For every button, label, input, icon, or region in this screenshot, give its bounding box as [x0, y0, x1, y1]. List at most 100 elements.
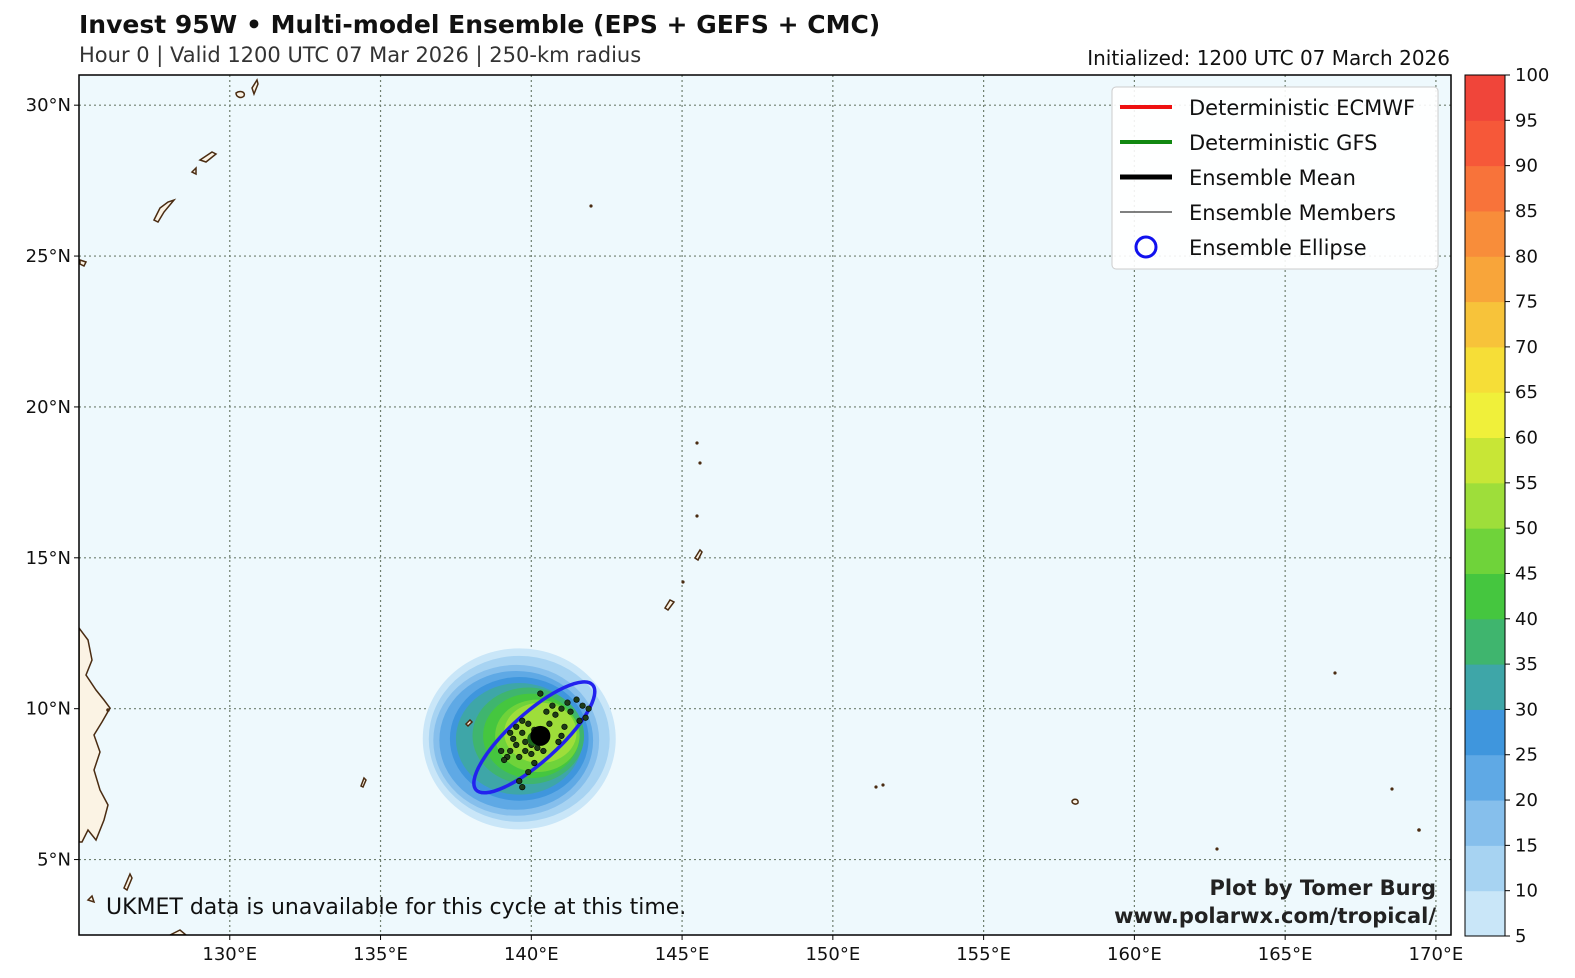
- colorbar-segment: [1465, 709, 1505, 756]
- legend-label: Deterministic GFS: [1189, 131, 1378, 155]
- initialized-label: Initialized: 1200 UTC 07 March 2026: [1087, 46, 1450, 70]
- island-taiwan-edge: [79, 258, 88, 268]
- ensemble-member-point: [561, 723, 568, 730]
- probability-contours: [422, 648, 616, 830]
- colorbar-segment: [1465, 664, 1505, 710]
- ensemble-member-point: [522, 738, 529, 745]
- colorbar-label: 95: [1515, 110, 1538, 131]
- island-halmahera-edge: [169, 929, 188, 935]
- ensemble-member-point: [576, 717, 583, 724]
- lat-tick-label: 30°N: [26, 95, 71, 116]
- colorbar-label: 85: [1515, 201, 1538, 222]
- colorbar-segment: [1465, 754, 1505, 801]
- legend-label: Ensemble Members: [1189, 201, 1396, 225]
- colorbar-segment: [1465, 301, 1505, 348]
- map-frame: [78, 74, 1452, 936]
- ensemble-member-point: [582, 714, 589, 721]
- ensemble-member-point: [525, 720, 532, 727]
- island-pohnpei: [1071, 798, 1079, 805]
- island-small-west: [86, 894, 96, 904]
- colorbar-label: 15: [1515, 835, 1538, 856]
- legend-swatch-4: [1134, 235, 1158, 259]
- ensemble-member-point: [525, 768, 532, 776]
- ensemble-member-point: [543, 708, 550, 715]
- ensemble-member-point: [585, 705, 592, 712]
- colorbar-label: 75: [1515, 292, 1538, 313]
- colorbar-segment: [1465, 890, 1505, 937]
- ensemble-ellipse: [472, 680, 597, 795]
- landmasses: [79, 78, 1421, 935]
- credit-author: Plot by Tomer Burg: [1210, 876, 1437, 900]
- lat-tick-label: 10°N: [26, 699, 71, 720]
- colorbar-label: 25: [1515, 745, 1538, 766]
- ensemble-member-point: [579, 702, 586, 709]
- island-ryukyu-b: [190, 166, 197, 176]
- colorbar-segment: [1465, 528, 1505, 574]
- colorbar-segment: [1465, 482, 1505, 529]
- colorbar-segment: [1465, 437, 1505, 484]
- ensemble-member-point: [555, 738, 562, 745]
- ensemble-member-point: [507, 747, 514, 755]
- legend-label: Ensemble Ellipse: [1189, 236, 1367, 260]
- colorbar-label: 20: [1515, 790, 1538, 811]
- island-morotai: [123, 872, 133, 892]
- ensemble-member-point: [537, 690, 544, 697]
- legend-label: Deterministic ECMWF: [1189, 96, 1415, 120]
- lon-tick-label: 155°E: [956, 944, 1011, 965]
- colorbar-segment: [1465, 210, 1505, 257]
- ensemble-member-point: [558, 732, 565, 739]
- lon-tick-label: 150°E: [805, 944, 860, 965]
- island-amami: [251, 78, 259, 97]
- ensemble-member-point: [513, 741, 520, 748]
- small-atolls: [106, 204, 1421, 851]
- colorbar-segment: [1465, 573, 1505, 620]
- colorbar-label: 65: [1515, 382, 1538, 403]
- colorbar-label: 50: [1515, 518, 1538, 539]
- ensemble-member-point: [516, 778, 523, 785]
- lat-tick-label: 20°N: [26, 397, 71, 418]
- lat-tick-label: 15°N: [26, 548, 71, 569]
- colorbar-label: 70: [1515, 337, 1538, 358]
- ensemble-member-point: [558, 705, 565, 712]
- colorbar-segment: [1465, 120, 1505, 167]
- ensemble-member-point: [540, 747, 547, 755]
- island-yap: [464, 718, 474, 728]
- ensemble-member-point: [567, 708, 574, 715]
- island-ryukyu-a: [198, 151, 218, 163]
- chart-subtitle: Hour 0 | Valid 1200 UTC 07 Mar 2026 | 25…: [79, 43, 642, 67]
- ensemble-member-point: [501, 756, 508, 764]
- ensemble-member-point: [516, 753, 523, 761]
- ensemble-member-point: [546, 720, 553, 727]
- colorbar-label: 10: [1515, 881, 1538, 902]
- colorbar-segment: [1465, 165, 1505, 212]
- lat-tick-label: 5°N: [37, 850, 71, 871]
- island-guam: [663, 599, 676, 612]
- philippines-landmass: [79, 626, 111, 843]
- colorbar-segment: [1465, 75, 1505, 121]
- ensemble-mean-point: [530, 725, 551, 746]
- ensemble-member-point: [564, 699, 571, 706]
- ensemble-layer: [472, 680, 597, 795]
- colorbar-frame: [1464, 74, 1506, 937]
- ensemble-member-point: [528, 750, 535, 758]
- ensemble-member-point: [510, 735, 517, 742]
- colorbar-label: 80: [1515, 246, 1538, 267]
- island-marianas: [693, 548, 703, 562]
- colorbar-label: 100: [1515, 65, 1549, 86]
- lon-tick-label: 135°E: [353, 944, 408, 965]
- credit-url: www.polarwx.com/tropical/: [1114, 904, 1436, 928]
- legend-label: Ensemble Mean: [1189, 166, 1356, 190]
- colorbar-label: 35: [1515, 654, 1538, 675]
- ensemble-member-point: [531, 759, 538, 767]
- colorbar-segment: [1465, 256, 1505, 303]
- colorbar-segment: [1465, 618, 1505, 665]
- colorbar-label: 5: [1515, 926, 1526, 947]
- legend: Deterministic ECMWF Deterministic GFS Ense…: [1111, 86, 1439, 270]
- colorbar-label: 60: [1515, 428, 1538, 449]
- legend-box: [1111, 86, 1439, 270]
- colorbar-segment: [1465, 346, 1505, 393]
- ensemble-member-point: [573, 696, 580, 703]
- ensemble-member-point: [534, 744, 541, 752]
- colorbar-label: 55: [1515, 473, 1538, 494]
